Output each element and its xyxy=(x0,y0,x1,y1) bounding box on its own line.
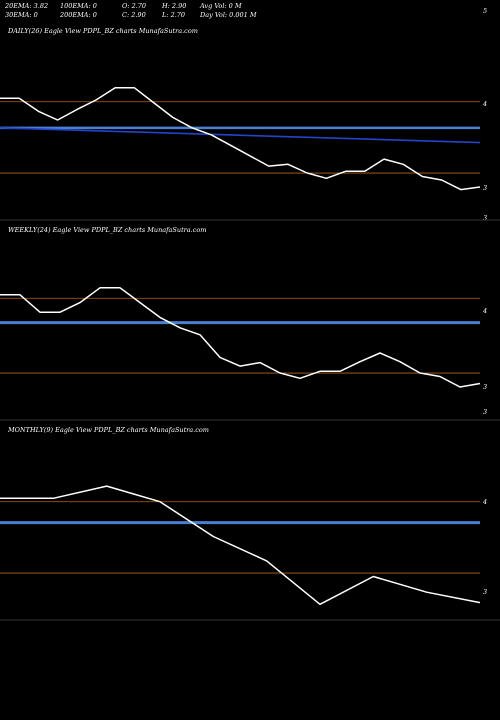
daily-ema-line xyxy=(0,127,481,144)
header-200ema: 200EMA: 0 xyxy=(60,11,97,19)
monthly-price-line xyxy=(0,485,481,606)
header-30ema: 30EMA: 0 xyxy=(5,11,38,19)
weekly-ytick-3: 3 xyxy=(483,408,488,416)
monthly-ytick-2: 3 xyxy=(483,588,488,596)
weekly-ytick-2: 3 xyxy=(483,383,488,391)
header-high: H: 2.90 xyxy=(162,2,187,10)
header-day-vol: Day Vol: 0.001 M xyxy=(200,11,257,19)
header-avg-vol: Avg Vol: 0 M xyxy=(200,2,242,10)
header-low: L: 2.70 xyxy=(162,11,186,19)
daily-price-line xyxy=(0,87,481,191)
header-close: C: 2.90 xyxy=(122,11,146,19)
monthly-ytick-1: 4 xyxy=(483,498,488,506)
corner-tick-label: 5 xyxy=(483,7,488,15)
weekly-ytick-1: 4 xyxy=(483,307,488,315)
daily-ytick-3: 3 xyxy=(483,214,488,222)
monthly-panel-title: MONTHLY(9) Eagle View PDPL_BZ charts Mun… xyxy=(8,426,209,434)
daily-panel-title: DAILY(26) Eagle View PDPL_BZ charts Muna… xyxy=(8,27,198,35)
header-20ema: 20EMA: 3.82 xyxy=(5,2,49,10)
weekly-panel-title: WEEKLY(24) Eagle View PDPL_BZ charts Mun… xyxy=(8,226,207,234)
daily-ytick-2: 3 xyxy=(483,184,488,192)
header-open: O: 2.70 xyxy=(122,2,147,10)
header-100ema: 100EMA: 0 xyxy=(60,2,97,10)
daily-ytick-1: 4 xyxy=(483,100,488,108)
weekly-price-line xyxy=(0,287,481,388)
